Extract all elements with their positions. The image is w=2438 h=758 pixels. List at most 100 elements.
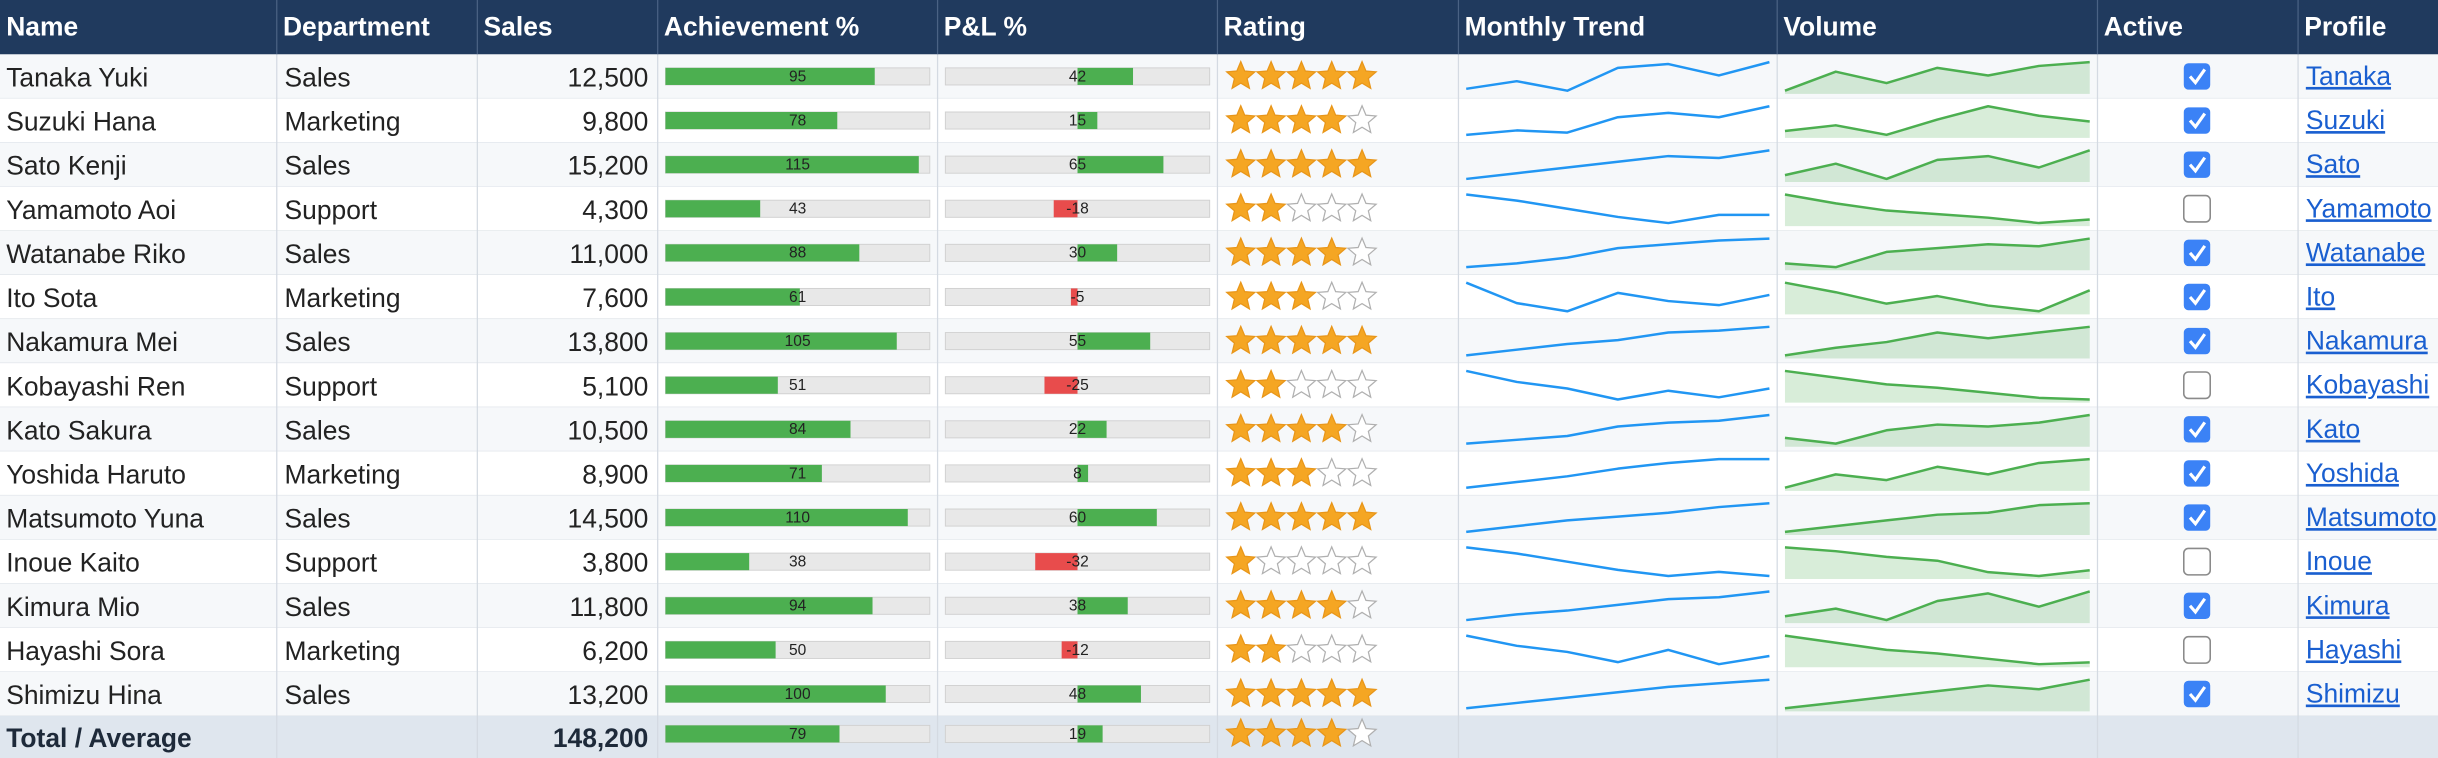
row-background (0, 54, 2438, 99)
active-checkbox[interactable] (2183, 547, 2211, 576)
sales-cell: 13,800 (568, 327, 649, 357)
checkbox-box (2183, 416, 2211, 443)
pnl-bar (1035, 553, 1078, 571)
checkbox-check (2188, 465, 2207, 483)
achievement-bar (665, 332, 897, 350)
profile-link[interactable]: Watanabe (2306, 237, 2425, 267)
profile-link[interactable]: Hayashi (2306, 634, 2401, 664)
checkbox-box (2183, 460, 2211, 487)
trend-line (1465, 369, 1770, 401)
star-filled (1225, 412, 1257, 443)
star-filled (1255, 236, 1287, 267)
star-filled (1225, 236, 1257, 267)
checkbox-box (2183, 547, 2211, 576)
profile-link[interactable]: Inoue (2306, 546, 2372, 576)
trend-line (1466, 325, 1770, 357)
pnl-bar (1077, 156, 1164, 174)
rating-stars (1225, 677, 1378, 708)
star-filled (1316, 412, 1348, 443)
star-filled (1225, 501, 1257, 531)
profile-link[interactable]: Ito (2306, 282, 2335, 312)
active-checkbox[interactable] (2183, 416, 2211, 443)
active-checkbox[interactable] (2183, 635, 2211, 664)
star-filled (1255, 60, 1287, 90)
star-filled (1255, 324, 1287, 355)
achievement-label: 110 (785, 509, 810, 526)
department-cell: Sales (285, 327, 351, 357)
rating-stars (1225, 457, 1378, 487)
active-checkbox[interactable] (2183, 194, 2211, 223)
department-cell: Support (285, 548, 378, 578)
volume-area (1784, 62, 2090, 94)
achievement-label: 84 (789, 421, 807, 438)
column-header: Name (6, 12, 78, 42)
profile-link[interactable]: Shimizu (2306, 679, 2400, 709)
profile-link[interactable]: Kato (2306, 414, 2360, 444)
star-empty (1316, 368, 1348, 399)
profile-link[interactable]: Yoshida (2306, 458, 2399, 488)
star-filled (1285, 457, 1318, 487)
active-checkbox[interactable] (2183, 327, 2211, 355)
profile-link[interactable]: Suzuki (2306, 105, 2385, 135)
name-cell: Matsumoto Yuna (6, 504, 204, 534)
checkbox-box (2183, 151, 2211, 178)
achievement-label: 88 (789, 245, 806, 262)
pnl-bar (1070, 288, 1078, 306)
star-filled (1316, 104, 1348, 134)
active-checkbox[interactable] (2183, 680, 2211, 708)
rating-stars (1225, 104, 1378, 134)
active-checkbox[interactable] (2183, 151, 2211, 178)
profile-link[interactable]: Nakamura (2306, 326, 2428, 356)
star-filled (1255, 501, 1287, 531)
trend-line (1466, 590, 1770, 622)
rating-stars (1225, 633, 1378, 664)
sales-cell: 7,600 (582, 283, 648, 313)
pnl-label: -25 (1066, 377, 1088, 394)
star-filled (1316, 236, 1348, 267)
pnl-bar (1044, 376, 1078, 394)
profile-link[interactable]: Tanaka (2306, 61, 2392, 91)
profile-link[interactable]: Kimura (2306, 590, 2390, 620)
active-checkbox[interactable] (2183, 239, 2211, 267)
trend-line (1465, 281, 1770, 313)
profile-link[interactable]: Yamamoto (2306, 193, 2432, 223)
star-filled (1255, 148, 1287, 178)
trend-line (1466, 546, 1770, 578)
rating-stars (1225, 412, 1378, 443)
column-header: Sales (484, 12, 553, 42)
star-empty (1285, 545, 1318, 575)
profile-link[interactable]: Sato (2306, 149, 2360, 179)
star-empty (1285, 633, 1318, 664)
pnl-label: 48 (1069, 686, 1086, 703)
achievement-label: 95 (789, 68, 806, 85)
department-cell: Sales (285, 415, 351, 445)
rating-stars (1225, 545, 1378, 575)
star-filled (1225, 60, 1257, 90)
profile-link[interactable]: Kobayashi (2306, 370, 2429, 400)
checkbox-check (2188, 244, 2207, 262)
active-checkbox[interactable] (2183, 283, 2211, 311)
achievement-label: 38 (789, 554, 806, 571)
sales-cell: 12,500 (568, 63, 649, 93)
rating-stars (1225, 148, 1378, 178)
star-filled (1255, 104, 1287, 134)
name-cell: Kobayashi Ren (6, 371, 185, 401)
profile-link[interactable]: Matsumoto (2306, 502, 2437, 532)
active-checkbox[interactable] (2183, 371, 2211, 400)
checkbox-check (2188, 68, 2207, 86)
achievement-label: 105 (785, 333, 811, 350)
star-filled (1255, 633, 1287, 664)
rating-stars (1225, 60, 1378, 90)
active-checkbox[interactable] (2183, 460, 2211, 487)
active-checkbox[interactable] (2183, 504, 2211, 531)
checkbox-box (2183, 283, 2211, 311)
star-empty (1346, 236, 1378, 267)
active-checkbox[interactable] (2183, 63, 2211, 90)
star-filled (1255, 717, 1287, 748)
active-checkbox[interactable] (2183, 592, 2211, 619)
volume-area (1784, 106, 2090, 138)
checkbox-box (2183, 239, 2211, 267)
rating-stars (1225, 324, 1378, 355)
achievement-bar (665, 67, 875, 85)
active-checkbox[interactable] (2183, 107, 2211, 134)
